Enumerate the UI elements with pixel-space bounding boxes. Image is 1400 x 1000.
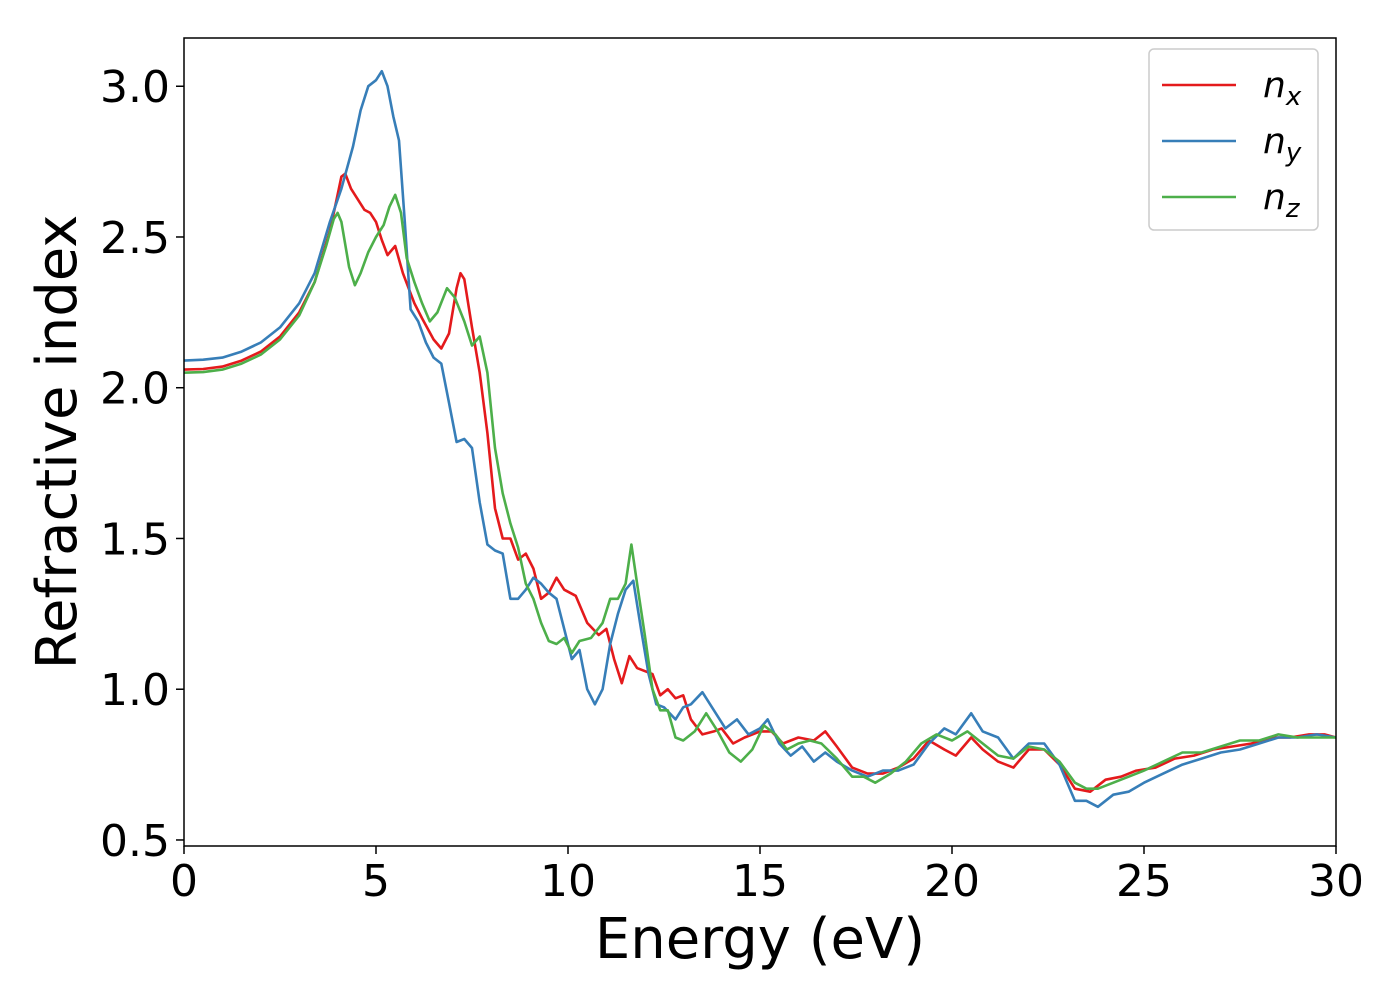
x-axis: 0 5 10 15 20 25 30	[170, 846, 1364, 907]
plot-area-background	[184, 38, 1336, 846]
legend-label-z: nz	[1263, 177, 1301, 224]
y-tick-label: 2.5	[100, 213, 170, 264]
y-tick-label: 1.0	[100, 665, 170, 716]
series-layer	[183, 69, 1337, 809]
x-tick-label: 20	[924, 856, 980, 907]
y-axis-label: Refractive index	[25, 215, 90, 670]
y-axis: 0.5 1.0 1.5 2.0 2.5 3.0	[100, 62, 184, 867]
x-tick-label: 25	[1116, 856, 1172, 907]
x-tick-label: 0	[170, 856, 198, 907]
legend-label-x: nx	[1263, 65, 1302, 112]
x-tick-label: 15	[732, 856, 788, 907]
y-tick-label: 0.5	[100, 816, 170, 867]
y-tick-label: 1.5	[100, 514, 170, 565]
y-tick-label: 2.0	[100, 364, 170, 415]
y-tick-label: 3.0	[100, 62, 170, 113]
legend: nx ny nz	[1148, 48, 1319, 231]
x-tick-label: 5	[362, 856, 390, 907]
x-tick-label: 30	[1308, 856, 1364, 907]
legend-box	[1148, 48, 1319, 231]
legend-label-y: ny	[1263, 121, 1302, 168]
x-tick-label: 10	[540, 856, 596, 907]
series-line-z	[183, 193, 1336, 790]
x-axis-label: Energy (eV)	[595, 907, 925, 972]
